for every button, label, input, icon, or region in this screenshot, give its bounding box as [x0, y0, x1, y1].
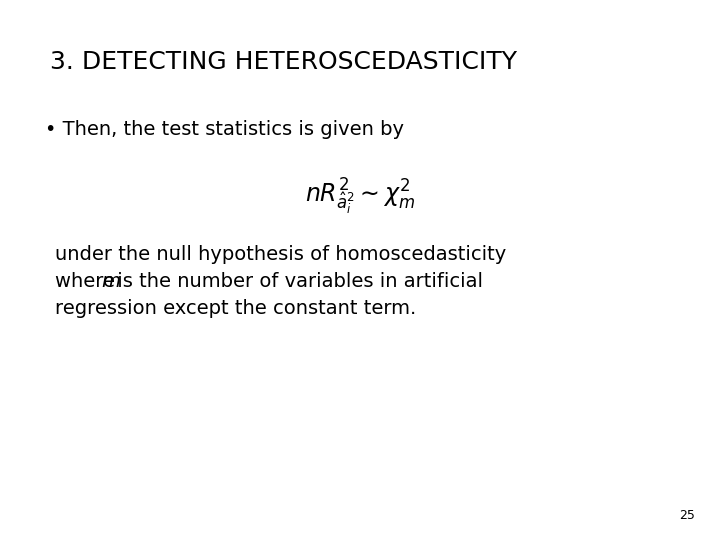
Text: regression except the constant term.: regression except the constant term. — [55, 299, 416, 318]
Text: 25: 25 — [679, 509, 695, 522]
Text: • Then, the test statistics is given by: • Then, the test statistics is given by — [45, 120, 404, 139]
Text: under the null hypothesis of homoscedasticity: under the null hypothesis of homoscedast… — [55, 245, 506, 264]
Text: 3. DETECTING HETEROSCEDASTICITY: 3. DETECTING HETEROSCEDASTICITY — [50, 50, 517, 74]
Text: where: where — [55, 272, 121, 291]
Text: m: m — [101, 272, 120, 291]
Text: $nR^{2}_{\hat{a}^{2}_{i}} \sim \chi^{2}_{m}$: $nR^{2}_{\hat{a}^{2}_{i}} \sim \chi^{2}_… — [305, 175, 415, 216]
Text: is the number of variables in artificial: is the number of variables in artificial — [111, 272, 483, 291]
